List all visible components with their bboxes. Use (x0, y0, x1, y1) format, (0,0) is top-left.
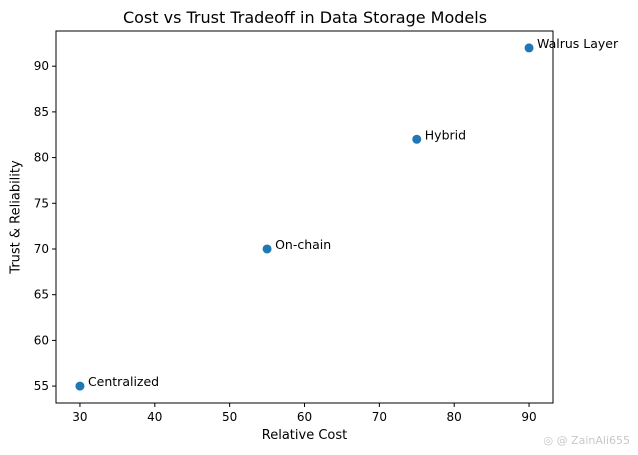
x-tick-label: 60 (297, 410, 312, 424)
point-annotation: On-chain (275, 237, 331, 252)
x-tick-label: 50 (222, 410, 237, 424)
x-tick-label: 80 (447, 410, 462, 424)
x-tick-label: 70 (372, 410, 387, 424)
chart-title: Cost vs Trust Tradeoff in Data Storage M… (122, 8, 488, 27)
y-tick-label: 80 (34, 151, 49, 165)
y-axis-label: Trust & Reliability (8, 160, 24, 274)
point-annotation: Walrus Layer (537, 36, 619, 51)
point-annotation: Hybrid (425, 127, 466, 142)
plot-marks: 30 40 50 60 70 80 90 55 60 65 70 75 80 85 90 Centralize… (34, 30, 619, 424)
y-tick-label: 70 (34, 242, 49, 256)
point-annotation: Centralized (88, 374, 159, 389)
x-tick-label: 30 (72, 410, 87, 424)
y-tick-label: 75 (34, 196, 49, 210)
y-tick-label: 85 (34, 105, 49, 119)
y-tick-label: 60 (34, 333, 49, 347)
x-tick-label: 90 (521, 410, 536, 424)
y-tick-label: 65 (34, 288, 49, 302)
y-tick-label: 55 (34, 379, 49, 393)
x-axis-label: Relative Cost (261, 428, 348, 443)
plot-frame (55, 30, 554, 404)
watermark: ◎ @ ZainAli655 (543, 434, 630, 447)
data-point (412, 134, 422, 144)
y-tick-label: 90 (34, 59, 49, 73)
x-tick-label: 40 (147, 410, 162, 424)
data-point (524, 43, 534, 53)
data-point (75, 381, 85, 391)
data-point (262, 244, 272, 254)
